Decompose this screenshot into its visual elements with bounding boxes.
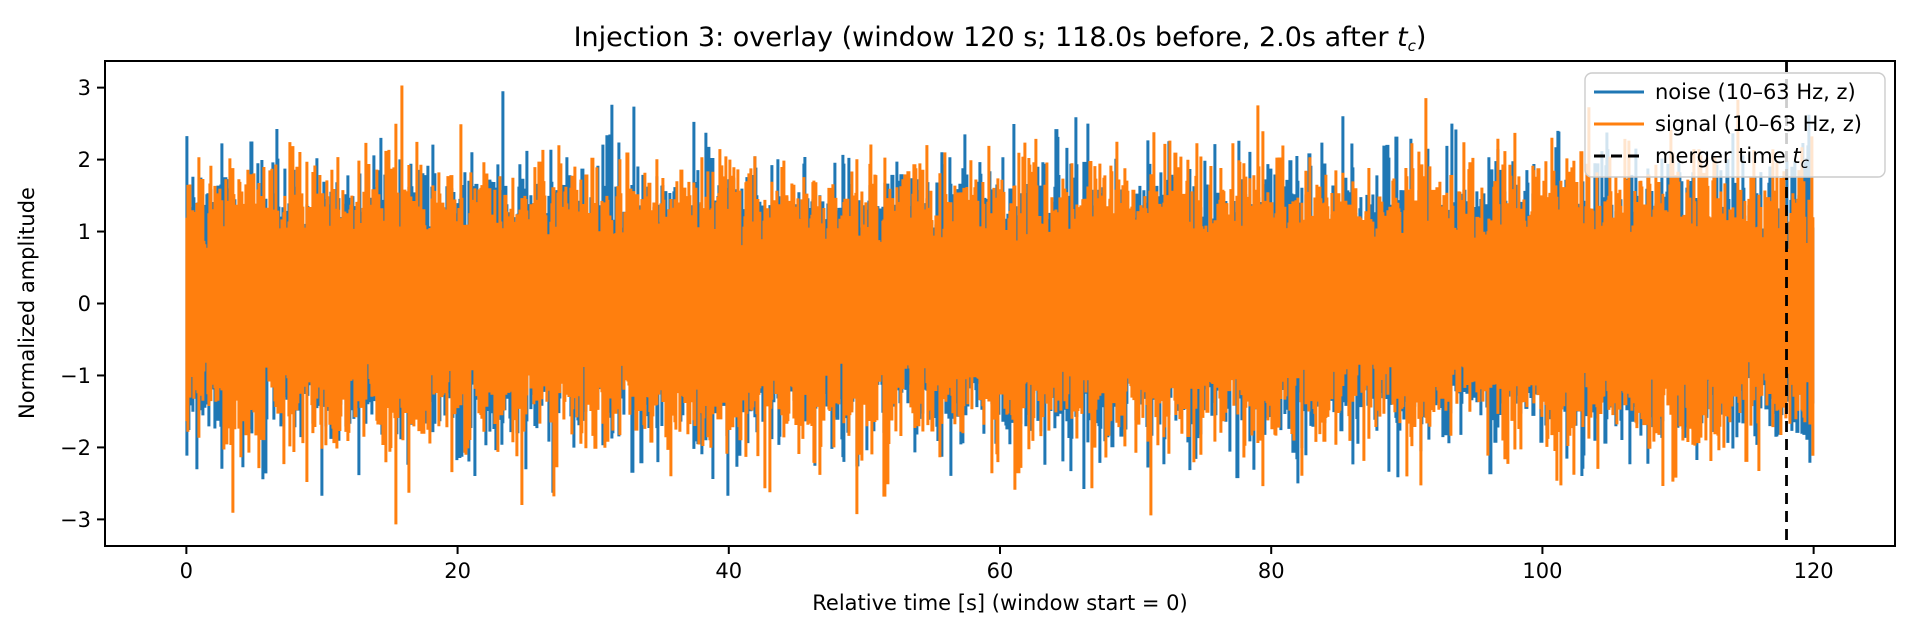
legend-label-merger: merger time tc xyxy=(1655,144,1810,172)
legend-box xyxy=(1584,72,1886,178)
legend: noise (10–63 Hz, z) signal (10–63 Hz, z)… xyxy=(1584,72,1886,178)
x-tick-label: 120 xyxy=(1794,559,1834,583)
signal-series-path xyxy=(185,85,1815,525)
legend-label-noise: noise (10–63 Hz, z) xyxy=(1655,80,1856,104)
x-tick-label: 100 xyxy=(1522,559,1562,583)
x-axis-label: Relative time [s] (window start = 0) xyxy=(812,591,1187,615)
x-tick-label: 40 xyxy=(715,559,742,583)
x-axis-ticks: 0 20 40 60 80 100 120 xyxy=(180,546,1834,583)
legend-label-signal: signal (10–63 Hz, z) xyxy=(1655,112,1862,136)
y-axis-ticks: −3 −2 −1 0 1 2 3 xyxy=(60,76,105,532)
y-tick-label: −1 xyxy=(60,364,91,388)
y-tick-label: 2 xyxy=(78,148,91,172)
y-tick-label: −3 xyxy=(60,508,91,532)
y-tick-label: 3 xyxy=(78,76,91,100)
y-tick-label: 0 xyxy=(78,292,91,316)
x-tick-label: 60 xyxy=(987,559,1014,583)
x-tick-label: 20 xyxy=(444,559,471,583)
y-tick-label: 1 xyxy=(78,220,91,244)
y-tick-label: −2 xyxy=(60,436,91,460)
series-layer xyxy=(185,85,1815,525)
chart-title: Injection 3: overlay (window 120 s; 118.… xyxy=(574,22,1427,55)
y-axis-label: Normalized amplitude xyxy=(15,187,39,419)
x-tick-label: 80 xyxy=(1258,559,1285,583)
x-tick-label: 0 xyxy=(180,559,193,583)
